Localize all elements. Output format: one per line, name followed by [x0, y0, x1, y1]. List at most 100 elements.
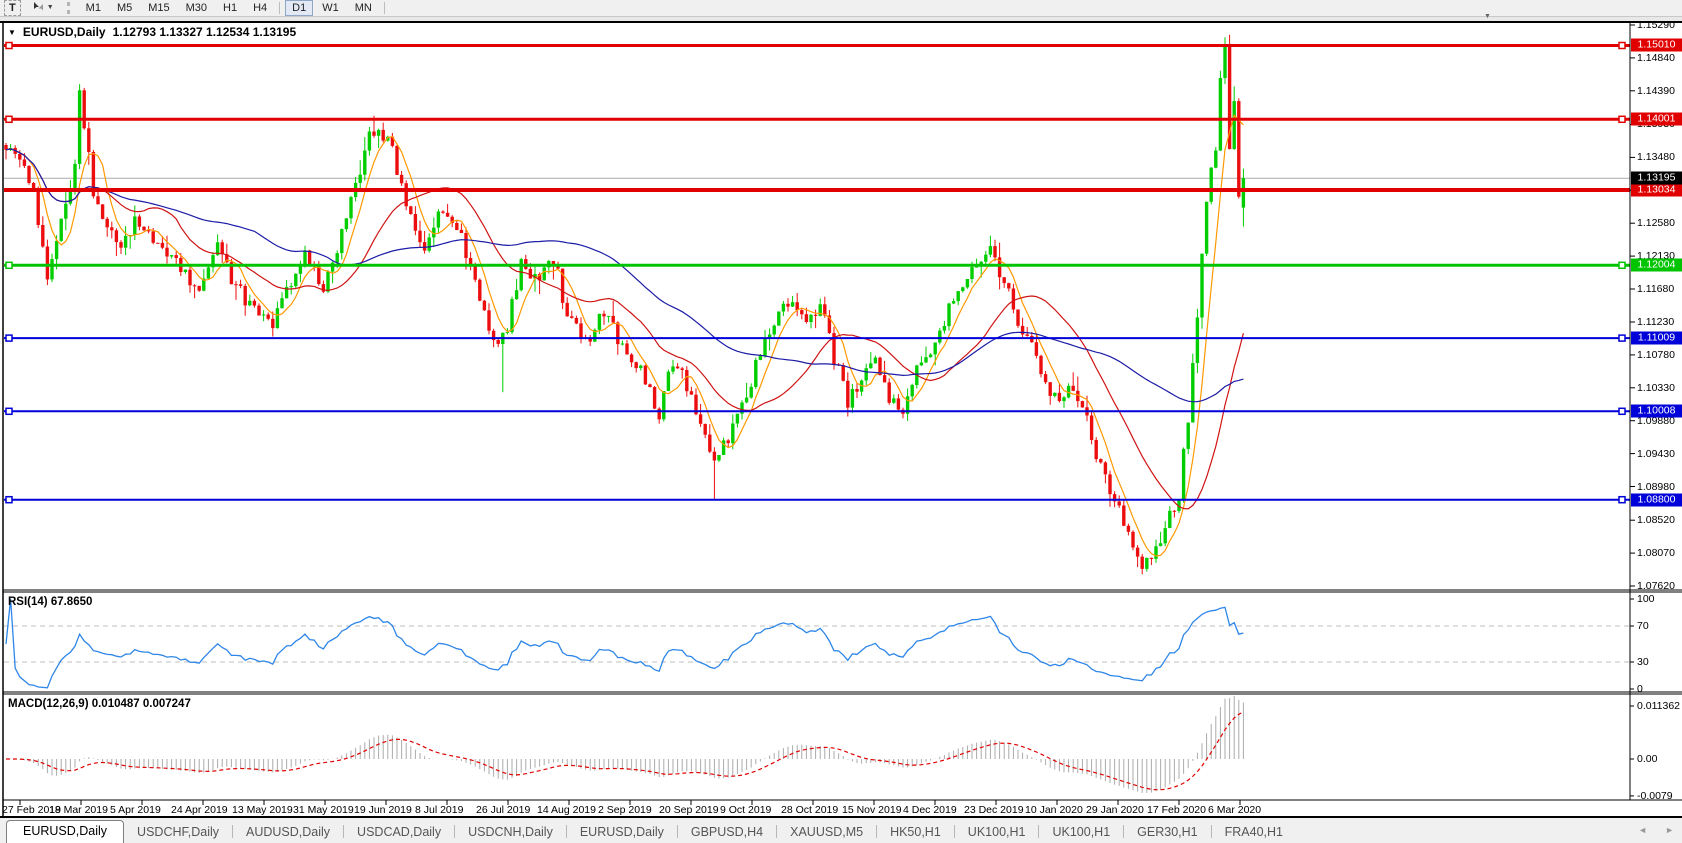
- toolbar-grip: [66, 2, 73, 14]
- hline-price-tag-1.10008[interactable]: 1.10008: [1631, 404, 1682, 418]
- date-label: 9 Oct 2019: [720, 804, 772, 816]
- timeframe-button-m30[interactable]: M30: [185, 2, 208, 14]
- rsi-axis-tick: 30: [1637, 656, 1649, 668]
- macd-signal-line: [6, 711, 1244, 791]
- price-axis-tick: 1.08980: [1637, 480, 1675, 493]
- tab-divider: [343, 825, 345, 838]
- cursor-arrows-icon: [32, 1, 45, 16]
- chart-tab-ger30-h1[interactable]: GER30,H1: [1137, 825, 1198, 839]
- timeframe-button-mn[interactable]: MN: [354, 2, 372, 14]
- timeframe-button-d1[interactable]: D1: [285, 0, 314, 16]
- timeframe-button-m1[interactable]: M1: [85, 2, 101, 14]
- tab-divider: [876, 825, 878, 838]
- chart-tab-xauusd-m5[interactable]: XAUUSD,M5: [790, 825, 864, 839]
- date-label: 20 Sep 2019: [659, 804, 719, 816]
- tab-scroll-right-icon[interactable]: ►: [1665, 825, 1674, 835]
- chart-tab-audusd-daily[interactable]: AUDUSD,Daily: [246, 825, 331, 839]
- price-axis-tick: 1.07620: [1637, 580, 1675, 592]
- tab-divider: [232, 825, 233, 838]
- price-axis-tick: 1.08520: [1637, 514, 1675, 527]
- date-label: 31 May 2019: [293, 804, 354, 816]
- hline-price-tag-1.08800[interactable]: 1.08800: [1631, 493, 1682, 507]
- price-axis-tick: 1.13480: [1637, 151, 1675, 164]
- hline-price-tag-1.12004[interactable]: 1.12004: [1631, 258, 1682, 272]
- hline-price-tag-1.14001[interactable]: 1.14001: [1631, 112, 1682, 126]
- price-axis-tick: 1.14390: [1637, 84, 1675, 97]
- timeframe-button-m5[interactable]: M5: [116, 2, 133, 14]
- price-axis-tick: 1.10330: [1637, 381, 1675, 394]
- macd-histogram: [6, 696, 1244, 793]
- date-label: 8 Jul 2019: [415, 804, 464, 816]
- chart-ohlc-values: 1.12793 1.13327 1.12534 1.13195: [112, 25, 297, 39]
- tab-divider: [1038, 825, 1040, 838]
- date-label: 14 Aug 2019: [537, 804, 596, 816]
- tab-scroll-left-icon[interactable]: ◄: [1638, 825, 1648, 835]
- date-label: 5 Apr 2019: [110, 804, 161, 816]
- timeframe-button-m15[interactable]: M15: [148, 2, 170, 14]
- macd-axis-tick: 0.00: [1637, 753, 1658, 765]
- timeframe-button-h1[interactable]: H1: [223, 2, 238, 14]
- chart-tab-eurusd-daily[interactable]: EURUSD,Daily: [579, 825, 664, 839]
- rsi-label: RSI(14) 67.8650: [8, 596, 93, 608]
- ma-fast-line: [5, 114, 1244, 557]
- price-axis-tick: 1.10780: [1637, 348, 1675, 361]
- date-label: 23 Dec 2019: [964, 804, 1024, 816]
- candles: [4, 34, 1246, 575]
- date-label: 26 Jul 2019: [476, 804, 531, 816]
- chart-tab-usdcnh-daily[interactable]: USDCNH,Daily: [468, 825, 553, 839]
- rsi-axis-tick: 100: [1637, 593, 1655, 605]
- rsi-line: [5, 598, 1244, 689]
- date-label: 28 Oct 2019: [781, 804, 839, 816]
- hline-price-tag-1.11009[interactable]: 1.11009: [1631, 331, 1682, 345]
- price-axis-tick: 1.11230: [1637, 315, 1675, 328]
- chart-symbol-label: EURUSD,Daily: [22, 25, 106, 39]
- hline-price-tag-1.13034[interactable]: 1.13034: [1631, 183, 1682, 197]
- chart-title[interactable]: ▼ EURUSD,Daily 1.12793 1.13327 1.12534 1…: [8, 25, 296, 39]
- date-label: 19 Jun 2019: [354, 804, 412, 816]
- date-label: 6 Mar 2020: [1208, 804, 1262, 816]
- timeframe-button-w1[interactable]: W1: [322, 2, 339, 14]
- date-label: 27 Feb 2019: [2, 804, 61, 816]
- scroll-position-marker-icon: ▼: [1484, 13, 1491, 20]
- toolbar-separator: [383, 2, 385, 14]
- chart-tab-hk50-h1[interactable]: HK50,H1: [890, 825, 941, 839]
- date-label: 10 Jan 2020: [1025, 804, 1083, 816]
- price-axis-tick: 1.09430: [1637, 447, 1675, 460]
- chart-tab-fra40-h1[interactable]: FRA40,H1: [1224, 825, 1283, 839]
- cursor-mode-button[interactable]: ▼: [28, 0, 58, 16]
- tab-divider: [953, 825, 955, 838]
- tab-divider: [454, 825, 456, 838]
- hline-price-tag-1.15010[interactable]: 1.15010: [1631, 38, 1682, 52]
- timeframe-button-h4[interactable]: H4: [253, 2, 268, 14]
- rsi-axis-tick: 70: [1637, 620, 1649, 632]
- chart-tab-eurusd-daily[interactable]: EURUSD,Daily: [6, 820, 125, 843]
- chart-tab-gbpusd-h4[interactable]: GBPUSD,H4: [690, 825, 764, 839]
- chart-tab-usdchf-daily[interactable]: USDCHF,Daily: [137, 825, 219, 839]
- price-axis-tick: 1.08070: [1637, 547, 1675, 560]
- date-label: 15 Nov 2019: [842, 804, 902, 816]
- tab-divider: [676, 825, 678, 838]
- ma-slow-line: [5, 148, 1244, 403]
- tab-divider: [565, 825, 567, 838]
- text-tool-button[interactable]: T: [4, 0, 21, 16]
- chart-tab-bar: EURUSD,Daily USDCHF,Daily AUDUSD,Daily USDC…: [0, 816, 1682, 843]
- price-axis-tick: 1.11680: [1637, 283, 1675, 296]
- chart-tab-uk100-h1[interactable]: UK100,H1: [967, 825, 1026, 839]
- toolbar-separator: [279, 2, 281, 14]
- macd-axis-tick: 0.011362: [1637, 699, 1681, 712]
- macd-axis-tick: -0.0079: [1637, 789, 1673, 802]
- price-axis-tick: 1.15290: [1637, 19, 1675, 31]
- price-axis-tick: 1.12580: [1637, 217, 1675, 230]
- tab-divider: [776, 825, 778, 838]
- price-axis-tick: 1.14840: [1637, 51, 1675, 64]
- date-label: 2 Sep 2019: [598, 804, 652, 816]
- chart-tab-usdcad-daily[interactable]: USDCAD,Daily: [357, 825, 442, 839]
- date-label: 4 Dec 2019: [903, 804, 957, 816]
- date-label: 13 May 2019: [232, 804, 293, 816]
- chart-tab-uk100-h1[interactable]: UK100,H1: [1052, 825, 1111, 839]
- current-price-tag: 1.13195: [1631, 171, 1682, 185]
- chart-dropdown-icon[interactable]: ▼: [8, 27, 16, 37]
- ma-medium-line: [5, 148, 1244, 510]
